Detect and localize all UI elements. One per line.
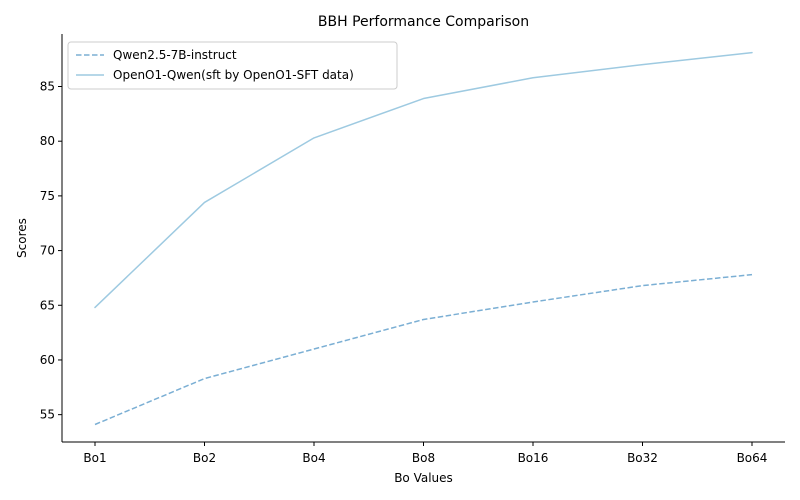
- legend-frame: [67, 41, 398, 90]
- chart-title: BBH Performance Comparison: [318, 14, 529, 30]
- y-axis-ticks: 55 60 65 70 75 80 85: [40, 80, 62, 422]
- y-tick-label: 80: [40, 134, 55, 148]
- y-tick-label: 60: [40, 353, 55, 367]
- legend-label-1: Qwen2.5-7B-instruct: [113, 48, 237, 62]
- x-axis-title: Bo Values: [394, 471, 453, 485]
- x-tick-label: Bo8: [412, 451, 435, 465]
- series-line-2: [94, 51, 753, 309]
- y-tick-label: 55: [40, 408, 55, 422]
- legend-items: Qwen2.5-7B-instruct OpenO1-Qwen(sft by Op…: [76, 48, 354, 82]
- x-tick-label: Bo1: [83, 451, 106, 465]
- y-axis-title: Scores: [15, 218, 29, 258]
- y-tick-label: 65: [40, 298, 55, 312]
- x-tick-label: Bo4: [302, 451, 325, 465]
- x-tick-label: Bo32: [627, 451, 658, 465]
- x-tick-label: Bo2: [193, 451, 216, 465]
- x-axis-ticks: Bo1 Bo2 Bo4 Bo8 Bo16 Bo32 Bo64: [83, 442, 767, 465]
- legend: Qwen2.5-7B-instruct OpenO1-Qwen(sft by Op…: [67, 41, 398, 90]
- series-line-1: [94, 273, 753, 426]
- y-tick-label: 85: [40, 80, 55, 94]
- x-tick-label: Bo64: [737, 451, 768, 465]
- plot-area: [94, 51, 753, 426]
- y-tick-label: 70: [40, 244, 55, 258]
- legend-label-2: OpenO1-Qwen(sft by OpenO1-SFT data): [113, 68, 354, 82]
- y-tick-label: 75: [40, 189, 55, 203]
- x-tick-label: Bo16: [518, 451, 549, 465]
